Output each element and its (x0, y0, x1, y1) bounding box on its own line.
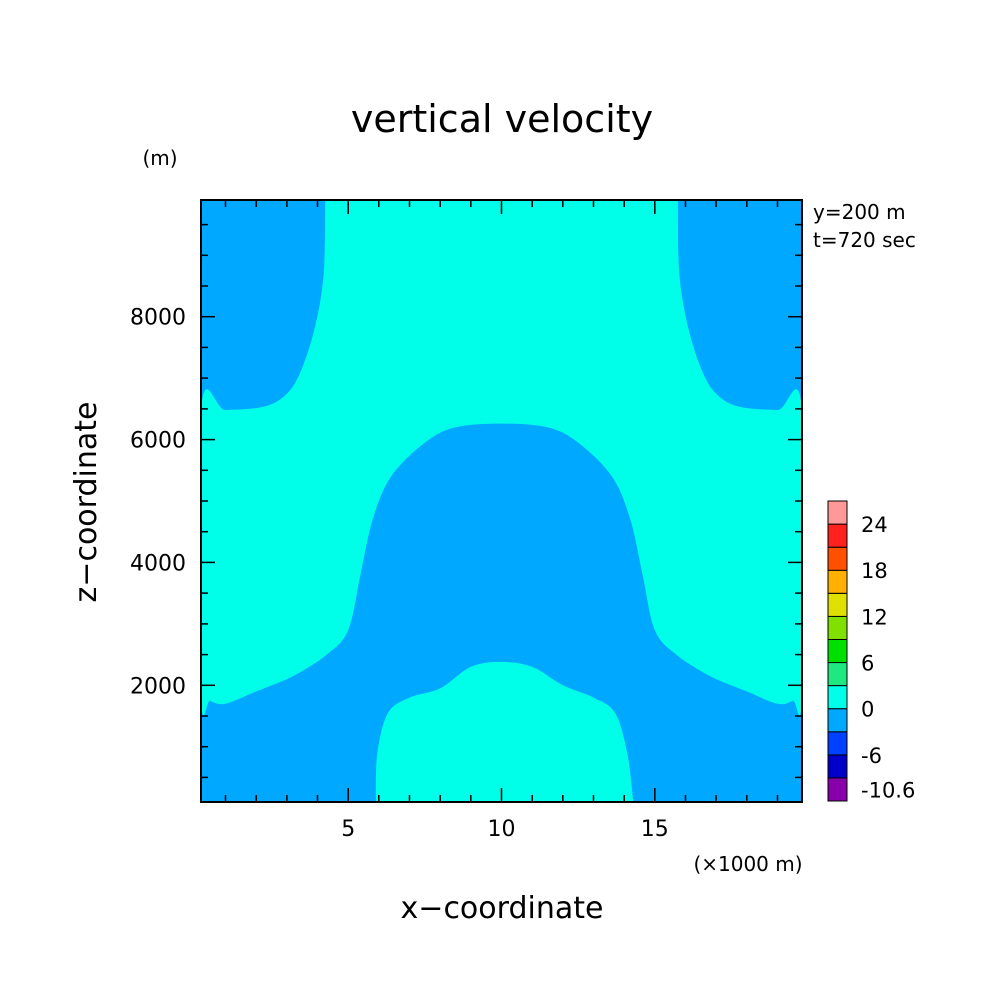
y-tick-label-3: 8000 (130, 306, 186, 331)
y-tick-label-2: 6000 (130, 429, 186, 454)
y-tick-label-0: 2000 (130, 674, 186, 699)
x-tick-label-1: 10 (488, 817, 516, 842)
colorbar-segment-2 (827, 731, 848, 756)
colorbar-label-3: 6 (861, 652, 874, 676)
colorbar-segment-11 (827, 523, 848, 548)
annotation-t: t=720 sec (813, 228, 916, 252)
colorbar-label-5: 18 (861, 559, 888, 583)
axes: 5 10 15 2000 4000 6000 8000 (130, 199, 803, 842)
colorbar-segment-5 (827, 662, 848, 687)
colorbar-label-6: 24 (861, 513, 888, 537)
x-tick-label-0: 5 (341, 817, 355, 842)
colorbar-segment-10 (827, 546, 848, 571)
annotation-y: y=200 m (813, 200, 906, 224)
colorbar-segment-9 (827, 569, 848, 594)
colorbar-label-0: -10.6 (861, 779, 915, 803)
contour-region-0 (201, 200, 802, 716)
contour-regions (201, 200, 802, 802)
colorbar: -10.6 -6 0 6 12 18 24 (827, 500, 915, 803)
y-axis-label: z−coordinate (69, 402, 104, 603)
colorbar-segment-3 (827, 708, 848, 733)
colorbar-segment-7 (827, 615, 848, 641)
y-unit-label: (m) (142, 146, 177, 170)
colorbar-label-2: 0 (861, 698, 874, 722)
colorbar-segment-1 (827, 754, 848, 779)
colorbar-segment-4 (827, 685, 848, 710)
x-tick-label-2: 15 (641, 817, 669, 842)
contour-region-1 (375, 661, 634, 802)
colorbar-label-4: 12 (861, 605, 888, 629)
colorbar-segment-12 (827, 500, 848, 525)
colorbar-label-1: -6 (861, 744, 882, 768)
x-unit-label: (×1000 m) (693, 852, 802, 876)
plot-area (201, 200, 802, 802)
colorbar-segment-8 (827, 592, 848, 617)
chart-title: vertical velocity (351, 97, 653, 141)
y-tick-label-1: 4000 (130, 551, 186, 576)
colorbar-segment-0 (827, 777, 848, 802)
colorbar-segment-6 (827, 639, 848, 664)
x-axis-label: x−coordinate (401, 891, 604, 926)
